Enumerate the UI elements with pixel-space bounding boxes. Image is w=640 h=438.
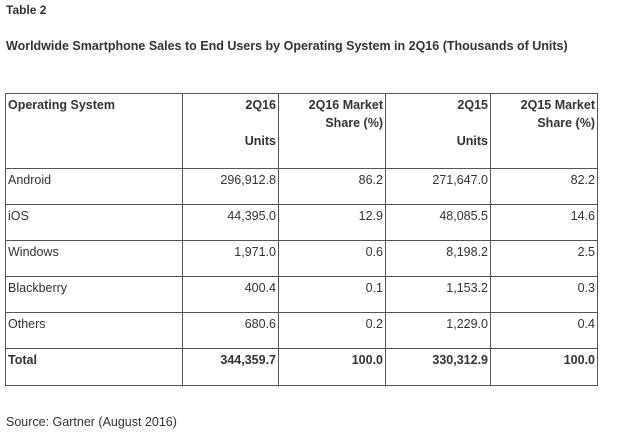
cell-share-2q15: 0.3: [490, 276, 598, 313]
header-2q16-units: 2Q16 Units: [182, 93, 279, 169]
table-header-row: Operating System 2Q16 Units 2Q16 Market …: [5, 93, 598, 169]
header-2q16-share: 2Q16 Market Share (%): [278, 93, 386, 169]
cell-units-2q16: 680.6: [182, 312, 279, 349]
cell-share-2q15: 2.5: [490, 240, 598, 277]
cell-total-label: Total: [5, 348, 183, 386]
table-row: Others 680.6 0.2 1,229.0 0.4: [5, 312, 598, 349]
table-row: Windows 1,971.0 0.6 8,198.2 2.5: [5, 240, 598, 277]
cell-units-2q15: 1,153.2: [385, 276, 491, 313]
cell-os: Android: [5, 168, 183, 205]
cell-share-2q16: 0.2: [278, 312, 386, 349]
cell-units-2q15: 271,647.0: [385, 168, 491, 205]
cell-units-2q16: 44,395.0: [182, 204, 279, 241]
cell-share-2q15: 0.4: [490, 312, 598, 349]
cell-share-2q15: 82.2: [490, 168, 598, 205]
cell-os: Windows: [5, 240, 183, 277]
cell-total-share-2q15: 100.0: [490, 348, 598, 386]
cell-total-units-2q15: 330,312.9: [385, 348, 491, 386]
cell-share-2q16: 86.2: [278, 168, 386, 205]
cell-total-units-2q16: 344,359.7: [182, 348, 279, 386]
cell-share-2q15: 14.6: [490, 204, 598, 241]
table-caption: Table 2: [6, 3, 47, 17]
smartphone-sales-table: Operating System 2Q16 Units 2Q16 Market …: [5, 93, 598, 386]
cell-units-2q15: 48,085.5: [385, 204, 491, 241]
table-row: Blackberry 400.4 0.1 1,153.2 0.3: [5, 276, 598, 313]
header-2q15-share: 2Q15 Market Share (%): [490, 93, 598, 169]
header-operating-system: Operating System: [5, 93, 183, 169]
table-total-row: Total 344,359.7 100.0 330,312.9 100.0: [5, 348, 598, 386]
source-note: Source: Gartner (August 2016): [6, 415, 177, 429]
cell-units-2q16: 400.4: [182, 276, 279, 313]
cell-units-2q15: 1,229.0: [385, 312, 491, 349]
cell-share-2q16: 12.9: [278, 204, 386, 241]
cell-units-2q16: 296,912.8: [182, 168, 279, 205]
cell-total-share-2q16: 100.0: [278, 348, 386, 386]
table-row: iOS 44,395.0 12.9 48,085.5 14.6: [5, 204, 598, 241]
cell-os: Others: [5, 312, 183, 349]
cell-units-2q15: 8,198.2: [385, 240, 491, 277]
cell-share-2q16: 0.6: [278, 240, 386, 277]
cell-os: Blackberry: [5, 276, 183, 313]
header-2q15-units: 2Q15 Units: [385, 93, 491, 169]
cell-units-2q16: 1,971.0: [182, 240, 279, 277]
table-row: Android 296,912.8 86.2 271,647.0 82.2: [5, 168, 598, 205]
cell-os: iOS: [5, 204, 183, 241]
cell-share-2q16: 0.1: [278, 276, 386, 313]
table-title: Worldwide Smartphone Sales to End Users …: [6, 39, 568, 53]
